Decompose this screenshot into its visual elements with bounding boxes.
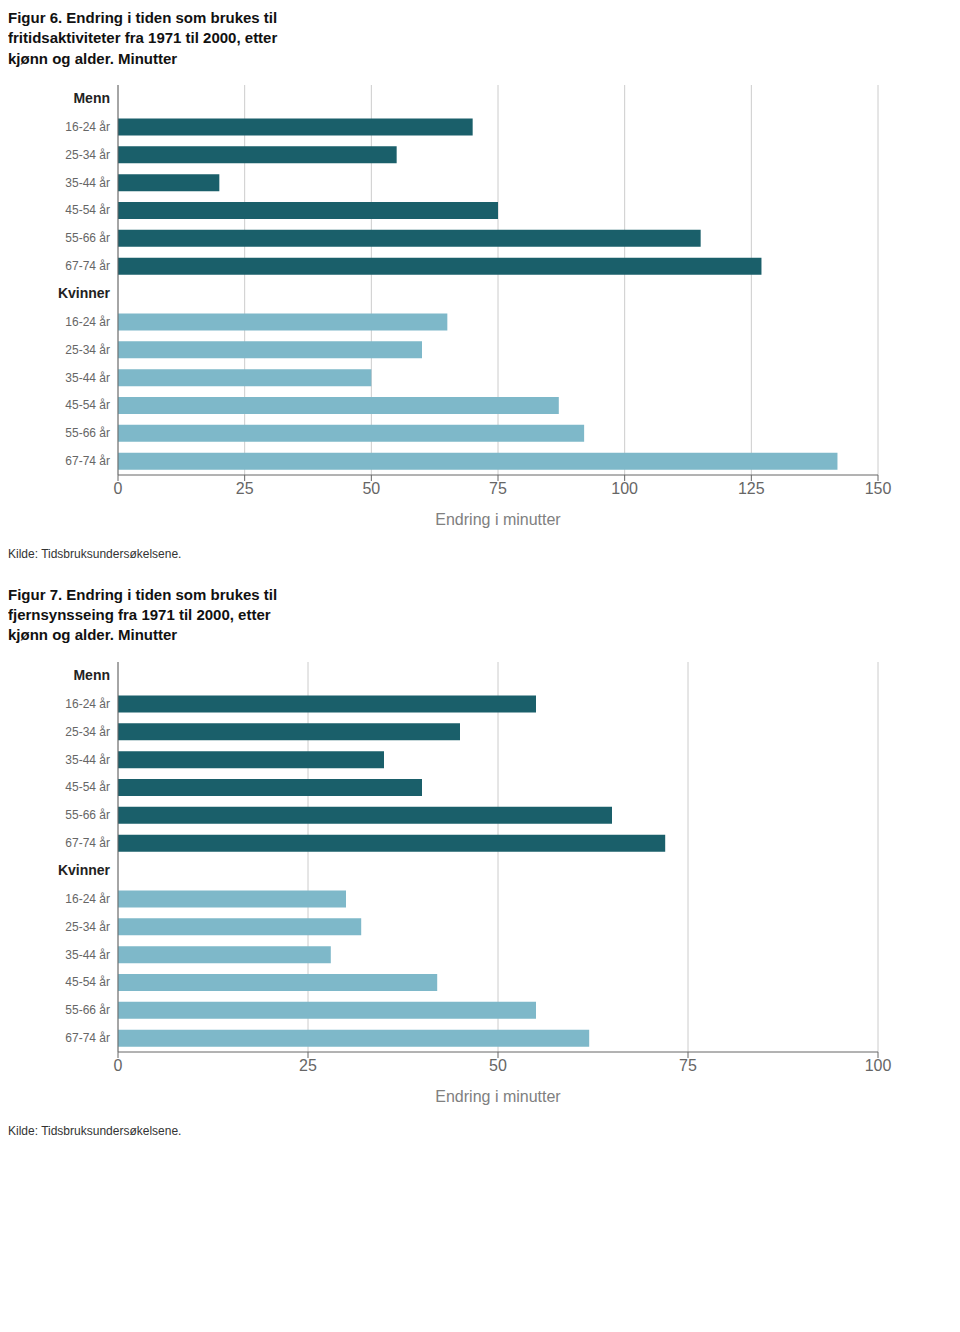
svg-text:100: 100: [865, 1057, 892, 1074]
html-text:Figur 7. Endring i tiden som b: Figur 7. Endring i tiden som brukes til …: [8, 585, 278, 644]
svg-text:55-66 år: 55-66 år: [65, 1003, 110, 1017]
svg-text:25-34 år: 25-34 år: [65, 724, 110, 738]
svg-text:45-54 år: 45-54 år: [65, 398, 110, 412]
svg-text:Menn: Menn: [73, 90, 110, 106]
html-text:Kilde: Tidsbruksundersøkelsene: Kilde: Tidsbruksundersøkelsene.: [8, 546, 182, 561]
svg-text:25-34 år: 25-34 år: [65, 147, 110, 161]
svg-text:16-24 år: 16-24 år: [65, 120, 110, 134]
svg-text:45-54 år: 45-54 år: [65, 975, 110, 989]
svg-text:25-34 år: 25-34 år: [65, 342, 110, 356]
svg-text:25: 25: [236, 480, 254, 497]
svg-text:67-74 år: 67-74 år: [65, 259, 110, 273]
svg-text:16-24 år: 16-24 år: [65, 315, 110, 329]
svg-text:55-66 år: 55-66 år: [65, 808, 110, 822]
svg-text:35-44 år: 35-44 år: [65, 752, 110, 766]
svg-text:50: 50: [489, 1057, 507, 1074]
html-text:Figur 6. Endring i tiden som b: Figur 6. Endring i tiden som brukes til …: [8, 9, 278, 67]
svg-text:67-74 år: 67-74 år: [65, 454, 110, 468]
svg-text:35-44 år: 35-44 år: [65, 175, 110, 189]
svg-text:25: 25: [299, 1057, 317, 1074]
svg-text:35-44 år: 35-44 år: [65, 370, 110, 384]
svg-text:75: 75: [679, 1057, 697, 1074]
svg-text:55-66 år: 55-66 år: [65, 426, 110, 440]
svg-text:Kvinner: Kvinner: [58, 861, 111, 877]
svg-text:50: 50: [362, 480, 380, 497]
svg-text:67-74 år: 67-74 år: [65, 1031, 110, 1045]
svg-text:150: 150: [865, 480, 892, 497]
svg-text:75: 75: [489, 480, 507, 497]
svg-text:Endring i minutter: Endring i minutter: [435, 511, 561, 528]
svg-text:125: 125: [738, 480, 765, 497]
svg-text:0: 0: [114, 1057, 123, 1074]
svg-text:16-24 år: 16-24 år: [65, 696, 110, 710]
html-text:Kilde: Tidsbruksundersøkelsene: Kilde: Tidsbruksundersøkelsene.: [8, 1123, 182, 1138]
svg-text:67-74 år: 67-74 år: [65, 836, 110, 850]
svg-text:0: 0: [114, 480, 123, 497]
svg-text:45-54 år: 45-54 år: [65, 780, 110, 794]
svg-text:16-24 år: 16-24 år: [65, 891, 110, 905]
svg-text:100: 100: [611, 480, 638, 497]
svg-text:55-66 år: 55-66 år: [65, 231, 110, 245]
svg-text:35-44 år: 35-44 år: [65, 947, 110, 961]
svg-text:Menn: Menn: [73, 666, 110, 682]
svg-text:Endring i minutter: Endring i minutter: [435, 1088, 561, 1105]
svg-text:45-54 år: 45-54 år: [65, 203, 110, 217]
svg-text:Kvinner: Kvinner: [58, 285, 111, 301]
svg-text:25-34 år: 25-34 år: [65, 919, 110, 933]
